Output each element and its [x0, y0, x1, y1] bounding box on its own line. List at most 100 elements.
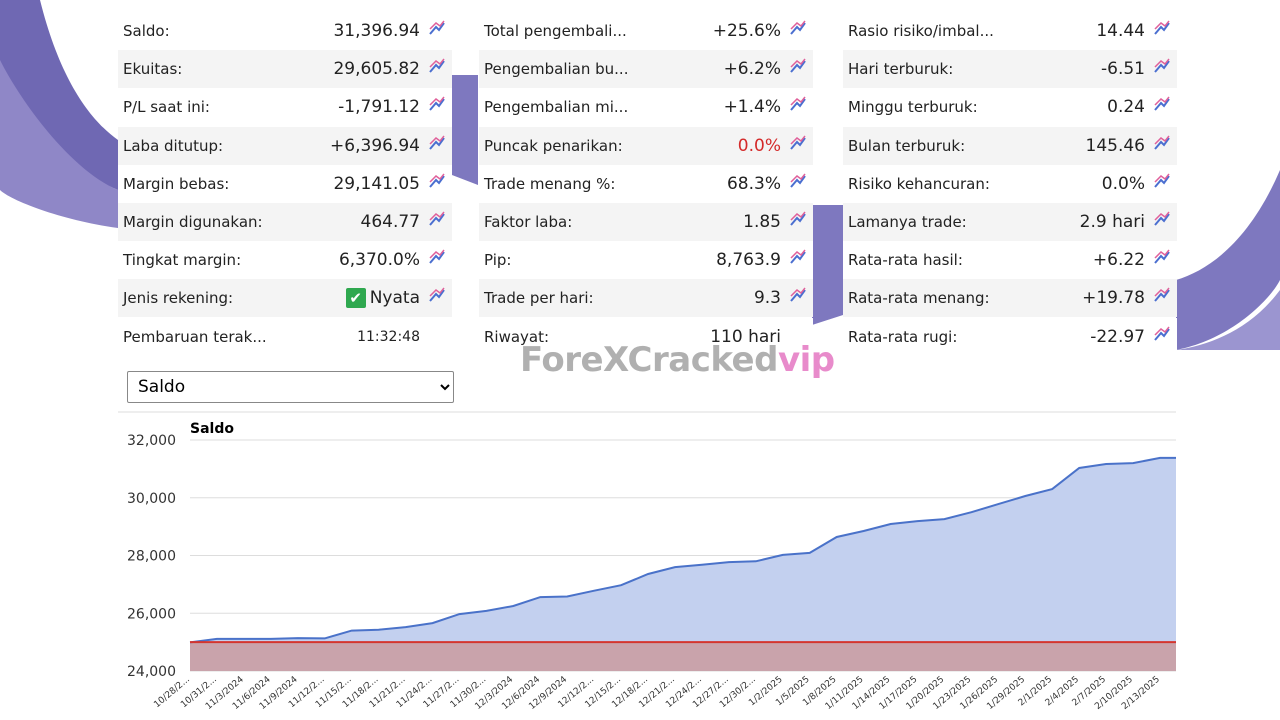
- stat-label: Bulan terburuk:: [848, 136, 966, 155]
- stat-value: 31,396.94: [333, 21, 420, 41]
- stat-label: Lamanya trade:: [848, 213, 967, 231]
- chart-icon[interactable]: [789, 211, 807, 231]
- stat-value: -6.51: [1101, 59, 1145, 79]
- stat-value: 110 hari: [710, 327, 781, 347]
- chart-icon[interactable]: [1153, 20, 1171, 40]
- stat-value-text: 11:32:48: [357, 328, 420, 345]
- chart: Saldo 24,00026,00028,00030,00032,00010/2…: [118, 411, 1176, 712]
- chart-icon[interactable]: [1153, 58, 1171, 78]
- chart-icon[interactable]: [1153, 173, 1171, 193]
- stat-value-text: 145.46: [1085, 135, 1145, 156]
- stat-row: Tingkat margin: 6,370.0%: [118, 241, 452, 280]
- deco-shape: [1176, 170, 1280, 350]
- stat-row: Risiko kehancuran: 0.0%: [843, 164, 1177, 203]
- chart-icon[interactable]: [789, 20, 807, 40]
- chart-icon[interactable]: [428, 135, 446, 155]
- chart-select[interactable]: Saldo: [127, 371, 454, 403]
- stat-value-text: 0.24: [1107, 97, 1145, 118]
- chart-icon[interactable]: [1153, 211, 1171, 231]
- stat-value-text: 1.85: [743, 212, 781, 232]
- stat-label: Rata-rata hasil:: [848, 251, 963, 270]
- chart-icon[interactable]: [1153, 135, 1171, 155]
- chart-icon[interactable]: [789, 249, 807, 269]
- stat-label: Margin digunakan:: [123, 213, 263, 231]
- stat-value: -1,791.12: [338, 97, 420, 117]
- stat-row: Ekuitas: 29,605.82: [118, 50, 452, 89]
- stat-row: Rata-rata menang: +19.78: [843, 279, 1177, 318]
- stat-value: 2.9 hari: [1080, 212, 1145, 232]
- y-tick-label: 26,000: [127, 606, 176, 622]
- stat-row: Pip: 8,763.9: [479, 241, 813, 280]
- stat-value: ✔ Nyata: [345, 288, 420, 309]
- stat-value: +6.22: [1093, 250, 1145, 270]
- stat-row: Minggu terburuk: 0.24: [843, 88, 1177, 127]
- chart-icon[interactable]: [789, 96, 807, 116]
- stat-label: Total pengembali...: [484, 22, 627, 40]
- chart-icon[interactable]: [1153, 96, 1171, 116]
- stat-row: Total pengembali... +25.6%: [479, 12, 813, 50]
- stat-value-text: +1.4%: [723, 97, 781, 118]
- stat-row: P/L saat ini: -1,791.12: [118, 88, 452, 127]
- stat-label: Ekuitas:: [123, 60, 183, 79]
- stat-value-text: 0.0%: [737, 135, 781, 156]
- stat-label: Pengembalian mi...: [484, 98, 629, 117]
- stat-value-text: -6.51: [1101, 59, 1145, 80]
- chart-title: Saldo: [190, 421, 234, 437]
- stat-value: -22.97: [1090, 327, 1145, 347]
- stat-value: 14.44: [1096, 21, 1145, 41]
- stat-row: Faktor laba: 1.85: [479, 203, 813, 241]
- stat-value: 464.77: [361, 212, 420, 232]
- stat-value: 0.0%: [1102, 174, 1145, 194]
- stat-value-text: 68.3%: [726, 173, 781, 194]
- y-tick-label: 24,000: [127, 664, 176, 680]
- stat-label: Rasio risiko/imbal...: [848, 22, 994, 40]
- stat-row: Margin digunakan: 464.77: [118, 203, 452, 241]
- stat-value: +6.2%: [724, 59, 781, 79]
- chart-icon[interactable]: [428, 249, 446, 269]
- stat-value: 145.46: [1086, 136, 1145, 156]
- chart-icon[interactable]: [428, 173, 446, 193]
- chart-icon[interactable]: [428, 211, 446, 231]
- stat-label: Puncak penarikan:: [484, 136, 623, 155]
- stat-label: Trade per hari:: [484, 289, 594, 308]
- stat-label: Jenis rekening:: [123, 289, 234, 308]
- chart-icon[interactable]: [1153, 249, 1171, 269]
- stat-row: Rata-rata rugi: -22.97: [843, 317, 1177, 356]
- chart-icon[interactable]: [789, 173, 807, 193]
- deco-shape: [0, 0, 118, 190]
- stat-value-text: Nyata: [369, 288, 420, 309]
- stat-label: Margin bebas:: [123, 174, 230, 193]
- chart-icon[interactable]: [428, 58, 446, 78]
- deco-shape: [452, 75, 478, 185]
- stat-value: 0.24: [1107, 97, 1145, 117]
- chart-icon[interactable]: [789, 287, 807, 307]
- stat-row: Pengembalian mi... +1.4%: [479, 88, 813, 127]
- stat-value: 6,370.0%: [339, 250, 420, 270]
- stat-row: Rata-rata hasil: +6.22: [843, 241, 1177, 280]
- stat-label: Riwayat:: [484, 327, 550, 346]
- stat-value-text: 0.0%: [1101, 173, 1145, 194]
- deco-shape: [812, 205, 843, 325]
- stat-row: Saldo: 31,396.94: [118, 12, 452, 50]
- stat-label: Minggu terburuk:: [848, 98, 978, 117]
- stat-value-text: +6,396.94: [330, 135, 420, 156]
- chart-icon[interactable]: [1153, 326, 1171, 346]
- chart-icon[interactable]: [428, 96, 446, 116]
- stat-value: 29,605.82: [333, 59, 420, 79]
- stat-label: Pembaruan terak...: [123, 327, 267, 346]
- chart-icon[interactable]: [428, 20, 446, 40]
- deco-shape: [0, 20, 118, 228]
- stat-value-text: 110 hari: [710, 326, 781, 347]
- baseline-area: [190, 642, 1176, 671]
- stat-row: Bulan terburuk: 145.46: [843, 126, 1177, 165]
- chart-icon[interactable]: [789, 58, 807, 78]
- stat-value-text: 31,396.94: [333, 21, 420, 41]
- chart-icon[interactable]: [1153, 287, 1171, 307]
- stat-label: Hari terburuk:: [848, 60, 954, 79]
- stat-label: P/L saat ini:: [123, 98, 210, 117]
- chart-icon[interactable]: [789, 135, 807, 155]
- stat-label: Trade menang %:: [484, 174, 616, 193]
- stat-row: Trade per hari: 9.3: [479, 279, 813, 318]
- chart-icon[interactable]: [428, 287, 446, 307]
